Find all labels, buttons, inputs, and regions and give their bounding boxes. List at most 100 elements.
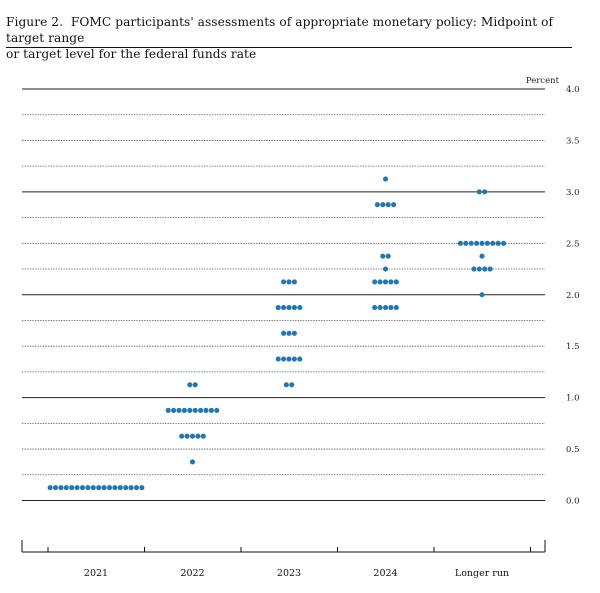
- data-point: [203, 407, 209, 414]
- data-point: [52, 485, 59, 491]
- data-point: [281, 330, 287, 336]
- data-point: [393, 279, 399, 285]
- data-point: [388, 279, 394, 285]
- data-point: [479, 253, 485, 259]
- data-point: [385, 253, 391, 259]
- data-point: [471, 266, 477, 272]
- y-tick-label: 2.0: [566, 291, 580, 301]
- data-point: [90, 485, 96, 491]
- data-point: [291, 305, 297, 311]
- figure-label: Figure 2.: [6, 15, 63, 29]
- y-axis-label: Percent: [526, 76, 560, 86]
- data-point: [468, 240, 474, 246]
- x-tick-label: Longer run: [455, 568, 509, 579]
- x-tick-label: 2024: [373, 568, 397, 579]
- data-point: [281, 279, 287, 285]
- data-point: [117, 485, 123, 491]
- data-point: [275, 356, 281, 362]
- data-point: [106, 485, 113, 491]
- x-tick-label: 2023: [277, 568, 301, 579]
- x-tick-label: 2021: [84, 568, 108, 579]
- data-point: [474, 240, 480, 246]
- data-point: [382, 279, 389, 285]
- y-tick-label: 0.0: [566, 497, 580, 507]
- figure-title-line1: FOMC participants' assessments of approp…: [6, 15, 554, 45]
- y-tick-label: 1.0: [566, 394, 580, 404]
- data-point: [85, 485, 91, 491]
- data-point: [286, 330, 292, 336]
- data-point: [128, 485, 134, 491]
- figure-title-line2: or target level for the federal funds ra…: [6, 47, 257, 61]
- data-point: [189, 459, 196, 465]
- data-point: [374, 202, 380, 208]
- data-point: [198, 407, 204, 414]
- data-point: [192, 382, 198, 388]
- figure-title: Figure 2. FOMC participants' assessments…: [6, 14, 588, 62]
- data-point: [495, 240, 501, 246]
- data-point: [385, 202, 391, 208]
- data-point: [291, 330, 297, 336]
- data-point: [208, 407, 214, 414]
- y-tick-label: 2.5: [566, 239, 580, 249]
- data-point: [291, 356, 297, 362]
- data-point: [479, 292, 485, 298]
- data-point: [139, 485, 145, 491]
- data-point: [200, 433, 206, 439]
- data-point: [123, 485, 129, 491]
- data-point: [181, 407, 187, 414]
- y-tick-label: 1.5: [566, 342, 580, 352]
- y-tick-label: 4.0: [566, 85, 580, 95]
- data-point: [79, 485, 86, 491]
- data-point: [187, 382, 193, 388]
- y-tick-label: 3.0: [566, 188, 580, 198]
- data-point: [275, 305, 281, 311]
- data-point: [286, 356, 292, 362]
- data-point: [482, 266, 488, 272]
- data-point: [101, 485, 107, 491]
- data-point: [69, 485, 75, 491]
- data-point: [291, 279, 297, 285]
- data-point: [58, 485, 64, 491]
- data-point: [501, 240, 507, 246]
- data-point: [165, 407, 171, 414]
- data-point: [463, 240, 469, 246]
- data-point: [297, 305, 303, 311]
- data-point: [171, 407, 177, 414]
- data-point: [192, 407, 198, 414]
- data-point: [133, 485, 140, 491]
- data-point: [47, 485, 53, 491]
- data-point: [281, 356, 287, 362]
- data-point: [382, 266, 389, 272]
- data-point: [393, 305, 399, 311]
- data-point: [382, 176, 389, 182]
- data-point: [281, 305, 287, 311]
- title-rule: [6, 47, 572, 48]
- data-point: [286, 305, 292, 311]
- data-point: [377, 305, 383, 311]
- y-tick-label: 3.5: [566, 136, 580, 146]
- data-point: [176, 407, 182, 414]
- data-point: [179, 433, 185, 439]
- data-point: [382, 305, 389, 311]
- data-point: [372, 279, 378, 285]
- data-point: [63, 485, 69, 491]
- data-point: [289, 382, 295, 388]
- data-point: [479, 240, 485, 246]
- y-tick-label: 0.5: [566, 445, 580, 455]
- data-point: [391, 202, 397, 208]
- data-point: [187, 407, 193, 414]
- data-point: [482, 189, 488, 195]
- data-point: [112, 485, 118, 491]
- data-point: [297, 356, 303, 362]
- data-point: [372, 305, 378, 311]
- data-point: [484, 240, 490, 246]
- data-point: [74, 485, 80, 491]
- data-point: [184, 433, 190, 439]
- data-point: [476, 266, 482, 272]
- data-point: [283, 382, 289, 388]
- data-point: [380, 253, 386, 259]
- data-point: [286, 279, 292, 285]
- data-point: [490, 240, 496, 246]
- data-point: [96, 485, 102, 491]
